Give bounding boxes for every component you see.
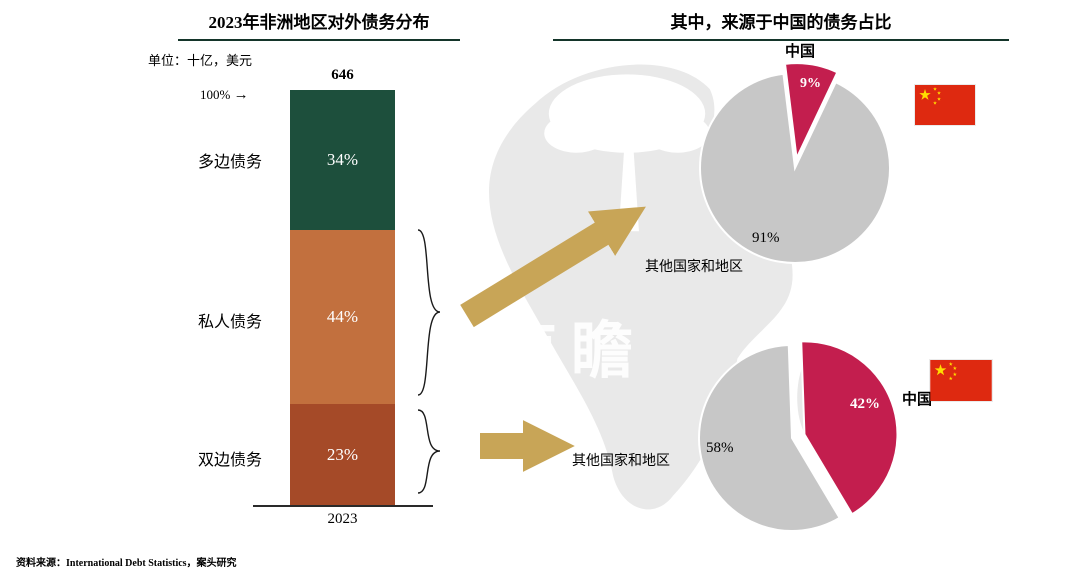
bar-segment-value: 34% — [326, 149, 359, 169]
pie-bottom-china-label: 中国 — [902, 392, 933, 408]
bar-segment-value: 44% — [326, 306, 359, 326]
china-flag-icon — [930, 360, 992, 401]
x-axis-category: 2023 — [327, 511, 358, 527]
arrow-right-icon: → — [233, 87, 249, 103]
pie-slice — [698, 344, 841, 532]
bar-segment-label: 私人债务 — [197, 314, 262, 332]
pie-top-other-value: 91% — [752, 230, 780, 246]
axis-100-label: 100% → — [200, 87, 249, 104]
china-flag-icon — [915, 85, 975, 125]
bracket-private-debt — [417, 229, 441, 396]
pie-top-china-label: 中国 — [784, 44, 815, 60]
big-arrow — [460, 206, 646, 328]
pie-bottom-other-value: 58% — [706, 440, 734, 456]
bar-segment-labels: 多边债务私人债务双边债务 — [150, 90, 262, 505]
tree-silhouette — [544, 74, 710, 232]
bar-segment-label: 双边债务 — [197, 451, 262, 469]
stacked-bar: 34% 44% 23% — [290, 90, 395, 505]
bar-segment-label: 多边债务 — [197, 153, 262, 171]
axis-100-text: 100% — [200, 87, 231, 102]
pie-top-china-value: 9% — [800, 76, 821, 91]
pie-slice — [800, 340, 899, 516]
bar-segment: 44% — [290, 229, 395, 405]
bar-segment-value: 23% — [326, 444, 359, 464]
bar-segment: 34% — [290, 90, 395, 230]
bar-segment: 23% — [290, 404, 395, 505]
pie-bottom-china-value: 42% — [850, 396, 880, 412]
pie-charts-title: 其中，来源于中国的债务占比 — [553, 8, 1009, 41]
watermark-logo: 南瞻 — [495, 318, 648, 386]
pie-chart-top — [699, 62, 891, 264]
pie-slice — [699, 72, 891, 264]
bar-total-label: 646 — [331, 67, 354, 83]
bracket-bilateral-debt — [417, 409, 441, 494]
pie-bottom-other-label: 其他国家和地区 — [572, 454, 670, 469]
pie-chart-bottom — [698, 340, 899, 532]
unit-label: 单位：十亿，美元 — [148, 53, 253, 68]
bar-chart-title: 2023年非洲地区对外债务分布 — [178, 8, 460, 41]
pie-slice — [783, 62, 839, 162]
source-note: 资料来源：International Debt Statistics，案头研究 — [16, 558, 237, 569]
x-axis-line — [253, 505, 433, 507]
pie-top-other-label: 其他国家和地区 — [645, 260, 743, 275]
